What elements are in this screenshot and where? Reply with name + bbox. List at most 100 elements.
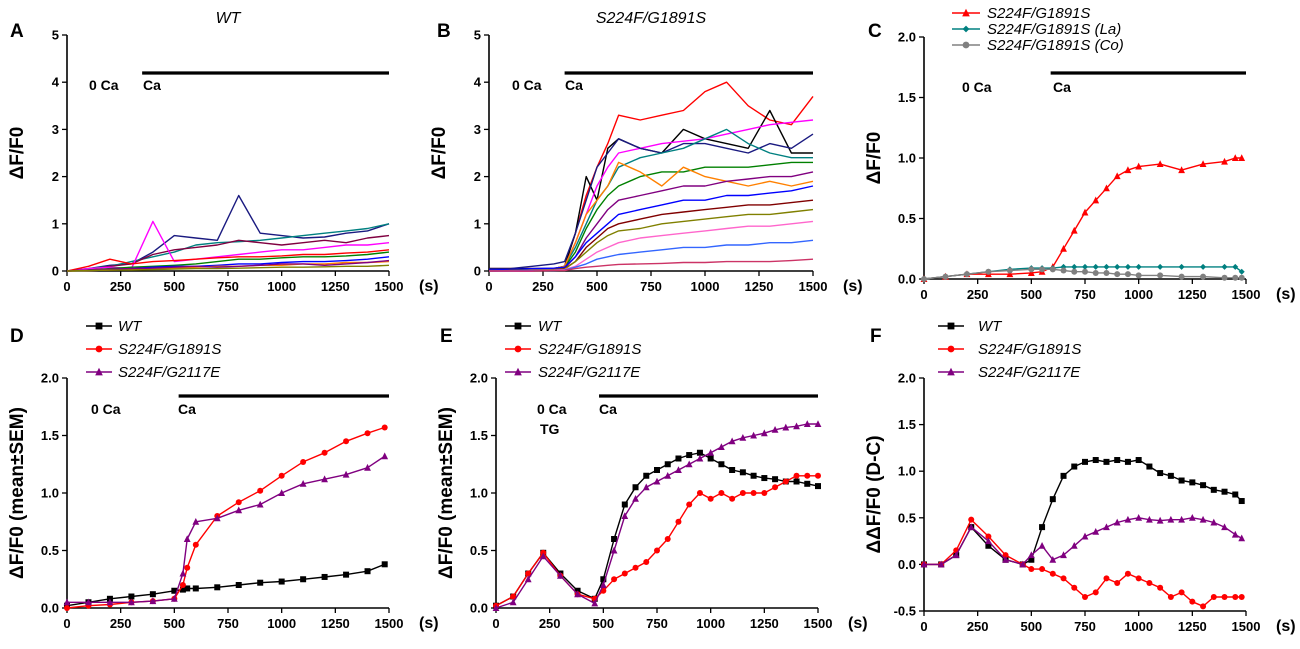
data-point [1157, 263, 1164, 270]
data-point [321, 449, 328, 456]
data-point [750, 490, 757, 496]
data-point [696, 449, 703, 456]
data-point [1049, 570, 1056, 577]
data-point [364, 463, 371, 471]
x-tick-label: 1250 [1178, 287, 1207, 302]
y-tick-label: 2.0 [470, 371, 488, 386]
y-tick-label: 4 [474, 75, 482, 90]
data-point [707, 495, 714, 502]
data-point [1092, 457, 1099, 464]
panel-letter: B [437, 21, 451, 42]
x-tick-label: 1250 [1178, 619, 1207, 634]
series-line [66, 426, 385, 609]
data-point [343, 571, 350, 578]
y-axis-label: ΔF/F0 [864, 132, 885, 185]
data-point [599, 581, 607, 588]
data-point [1167, 594, 1174, 601]
data-point [985, 268, 992, 275]
x-tick-label: 750 [640, 279, 662, 294]
x-tick-label: 250 [110, 279, 132, 294]
data-point [937, 560, 945, 568]
x-axis-label: (s) [1276, 286, 1296, 303]
data-point [611, 576, 618, 583]
data-point [793, 422, 800, 430]
data-point [1135, 457, 1142, 464]
data-point [1238, 498, 1245, 505]
panel-letter: C [868, 21, 882, 42]
panel-a: A WT 0 1 2 3 4 5 0 250 500 750 1000 1250 1500 (s) ΔF/F0 0… [7, 10, 439, 295]
data-point [85, 598, 92, 606]
legend-label: S224F/G1891S [538, 341, 641, 358]
panel-letter: E [440, 326, 453, 347]
y-tick-label: 0.0 [898, 272, 916, 287]
data-point [149, 597, 157, 605]
data-point [64, 605, 70, 611]
data-point [739, 469, 746, 476]
y-tick-label: 1 [474, 216, 481, 231]
zero-calcium-label: 0 Ca [91, 401, 121, 417]
series-line [489, 81, 814, 270]
data-point [760, 429, 768, 437]
data-point [1070, 541, 1078, 549]
data-point [675, 518, 682, 525]
data-point [1189, 479, 1196, 486]
x-tick-label: 500 [592, 616, 614, 631]
legend-label: S224F/G1891S [978, 341, 1081, 358]
x-tick-label: 750 [1074, 287, 1096, 302]
data-point [718, 461, 725, 468]
data-point [1092, 589, 1099, 596]
y-tick-label: 1.5 [470, 428, 488, 443]
data-point [1082, 268, 1088, 275]
data-point [299, 480, 307, 487]
series-line [489, 258, 814, 272]
data-point [1221, 263, 1228, 270]
data-point [1114, 263, 1121, 270]
series-line [488, 171, 814, 272]
data-point [1092, 269, 1099, 276]
data-point [1103, 269, 1110, 276]
y-tick-label: -0.5 [894, 604, 916, 619]
x-axis-label: (s) [843, 278, 863, 295]
data-point [300, 576, 307, 583]
series-line [489, 133, 814, 270]
data-point [1071, 584, 1078, 591]
calcium-label: Ca [1053, 79, 1071, 95]
x-tick-label: 1000 [1124, 619, 1153, 634]
x-tick-label: 250 [532, 279, 554, 294]
data-point [1060, 267, 1067, 274]
data-point [1049, 496, 1056, 503]
panel-letter: F [870, 326, 882, 347]
data-point [1124, 458, 1131, 465]
x-tick-label: 0 [63, 616, 70, 631]
x-axis-label: (s) [848, 615, 868, 632]
data-point [1231, 154, 1239, 161]
data-point [1103, 458, 1110, 465]
legend-marker [962, 25, 970, 33]
data-point [184, 585, 191, 592]
legend-marker [947, 345, 955, 353]
data-point [1113, 172, 1121, 180]
legend-marker [962, 41, 970, 49]
legend-marker [95, 345, 103, 353]
data-point [600, 576, 607, 583]
data-point [1039, 566, 1046, 573]
data-point [675, 455, 682, 462]
calcium-label: Ca [565, 77, 583, 93]
data-point [1156, 160, 1164, 168]
data-point [803, 420, 811, 427]
data-point [1178, 589, 1185, 596]
series-line [924, 459, 1243, 566]
data-point [1200, 603, 1207, 610]
data-point [1135, 514, 1143, 521]
data-point [750, 472, 757, 479]
y-tick-label: 1.0 [898, 151, 916, 166]
data-point [1006, 267, 1013, 274]
legend-marker [95, 322, 103, 330]
data-point [1232, 594, 1239, 601]
data-point [106, 598, 114, 606]
data-point [739, 490, 746, 496]
data-point [342, 470, 350, 478]
data-point [771, 425, 779, 433]
legend-label: S224F/G1891S [987, 5, 1090, 22]
